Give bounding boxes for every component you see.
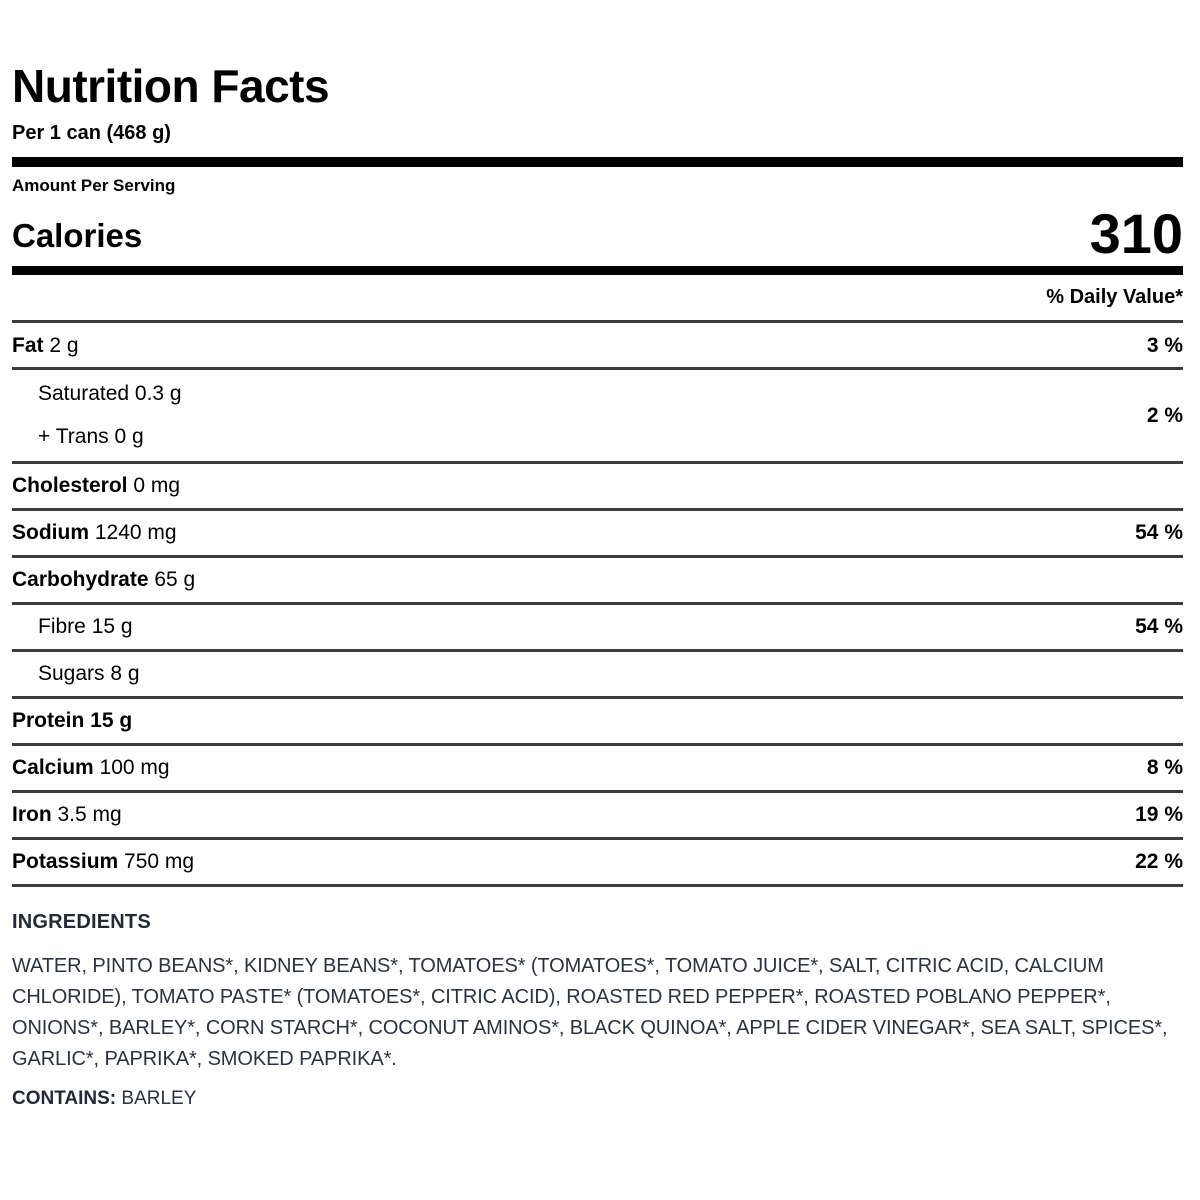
nutrient-label: Cholesterol 0 mg (12, 471, 180, 500)
daily-value: 54 % (1135, 521, 1183, 545)
nutrient-subline: + Trans 0 g (38, 425, 144, 449)
daily-value-header: % Daily Value* (1046, 286, 1183, 309)
nutrient-amount: 15 g (85, 615, 133, 639)
daily-value: 2 % (1146, 403, 1183, 427)
daily-value: 3 % (1146, 333, 1183, 357)
daily-value: 54 % (1135, 615, 1183, 639)
nutrient-name: Sugars (38, 662, 105, 686)
nutrient-amount: 3.5 mg (51, 803, 122, 827)
thick-divider-calories (12, 266, 1183, 276)
nutrient-name: Carbohydrate (12, 568, 149, 592)
nutrient-label: Protein 15 g (12, 706, 132, 735)
nutrient-label: Sodium 1240 mg (12, 518, 177, 547)
nutrient-label: Sugars 8 g (12, 659, 140, 688)
nutrient-name: Fat (12, 333, 44, 357)
nutrient-row: Calcium 100 mg 8 % (12, 746, 1183, 793)
nutrient-name: Potassium (12, 850, 119, 874)
nutrient-label: Carbohydrate 65 g (12, 565, 195, 594)
nutrient-name: Cholesterol (12, 474, 128, 498)
nutrient-amount: 1240 mg (89, 521, 177, 545)
nutrient-name: Fibre (38, 615, 86, 639)
nutrient-label: Fibre 15 g (12, 612, 133, 641)
nutrient-label: Potassium 750 mg (12, 847, 194, 876)
nutrient-row: Fibre 15 g 54 % (12, 605, 1183, 652)
nutrient-amount: 8 g (104, 662, 140, 686)
calories-label: Calories (12, 217, 143, 255)
nutrient-rows: Fat 2 g 3 % Saturated 0.3 g + Trans 0 g 2 % C… (12, 320, 1183, 887)
contains-line: CONTAINS: BARLEY (12, 1088, 1183, 1110)
nutrient-name: Sodium (12, 521, 89, 545)
ingredients-text: WATER, PINTO BEANS*, KIDNEY BEANS*, TOMA… (12, 954, 1168, 1070)
nutrition-facts-label: Nutrition Facts Per 1 can (468 g) Amount… (12, 60, 1183, 1110)
nutrient-name: Protein (12, 709, 85, 733)
nutrient-label: Iron 3.5 mg (12, 800, 122, 829)
contains-value: BARLEY (121, 1087, 197, 1109)
nutrient-amount: 100 mg (93, 756, 170, 780)
nutrient-amount: 750 mg (118, 850, 195, 874)
nutrient-row: Potassium 750 mg 22 % (12, 840, 1183, 887)
nutrient-row: Sodium 1240 mg 54 % (12, 511, 1183, 558)
nutrient-row: Sugars 8 g (12, 652, 1183, 699)
daily-value: 22 % (1135, 850, 1183, 874)
ingredients-heading: INGREDIENTS (12, 910, 151, 933)
contains-label: CONTAINS: (12, 1087, 117, 1109)
thick-divider-top (12, 156, 1183, 167)
nutrient-label: Saturated 0.3 g + Trans 0 g (12, 370, 182, 460)
daily-value: 19 % (1135, 803, 1183, 827)
page-title: Nutrition Facts (12, 60, 330, 112)
nutrient-amount: 15 g (84, 709, 133, 733)
nutrient-name: Iron (12, 803, 52, 827)
nutrient-amount: 2 g (43, 333, 79, 357)
nutrient-row: Protein 15 g (12, 699, 1183, 746)
nutrient-row: Iron 3.5 mg 19 % (12, 793, 1183, 840)
calories-row: Calories 310 (12, 198, 1183, 266)
calories-value: 310 (1089, 202, 1183, 266)
nutrient-row: Carbohydrate 65 g (12, 558, 1183, 605)
nutrient-label: Calcium 100 mg (12, 753, 170, 782)
nutrient-name: Calcium (12, 756, 94, 780)
nutrient-row: Fat 2 g 3 % (12, 323, 1183, 371)
serving-size: Per 1 can (468 g) (12, 121, 171, 144)
nutrient-amount: 65 g (148, 568, 196, 592)
nutrient-label: Fat 2 g (12, 331, 79, 360)
nutrient-subline: Saturated 0.3 g (38, 382, 182, 406)
nutrient-row: Cholesterol 0 mg (12, 464, 1183, 511)
amount-per-serving-label: Amount Per Serving (12, 175, 176, 195)
nutrient-row: Saturated 0.3 g + Trans 0 g 2 % (12, 370, 1183, 464)
nutrient-amount: 0 mg (127, 474, 181, 498)
daily-value: 8 % (1146, 756, 1183, 780)
